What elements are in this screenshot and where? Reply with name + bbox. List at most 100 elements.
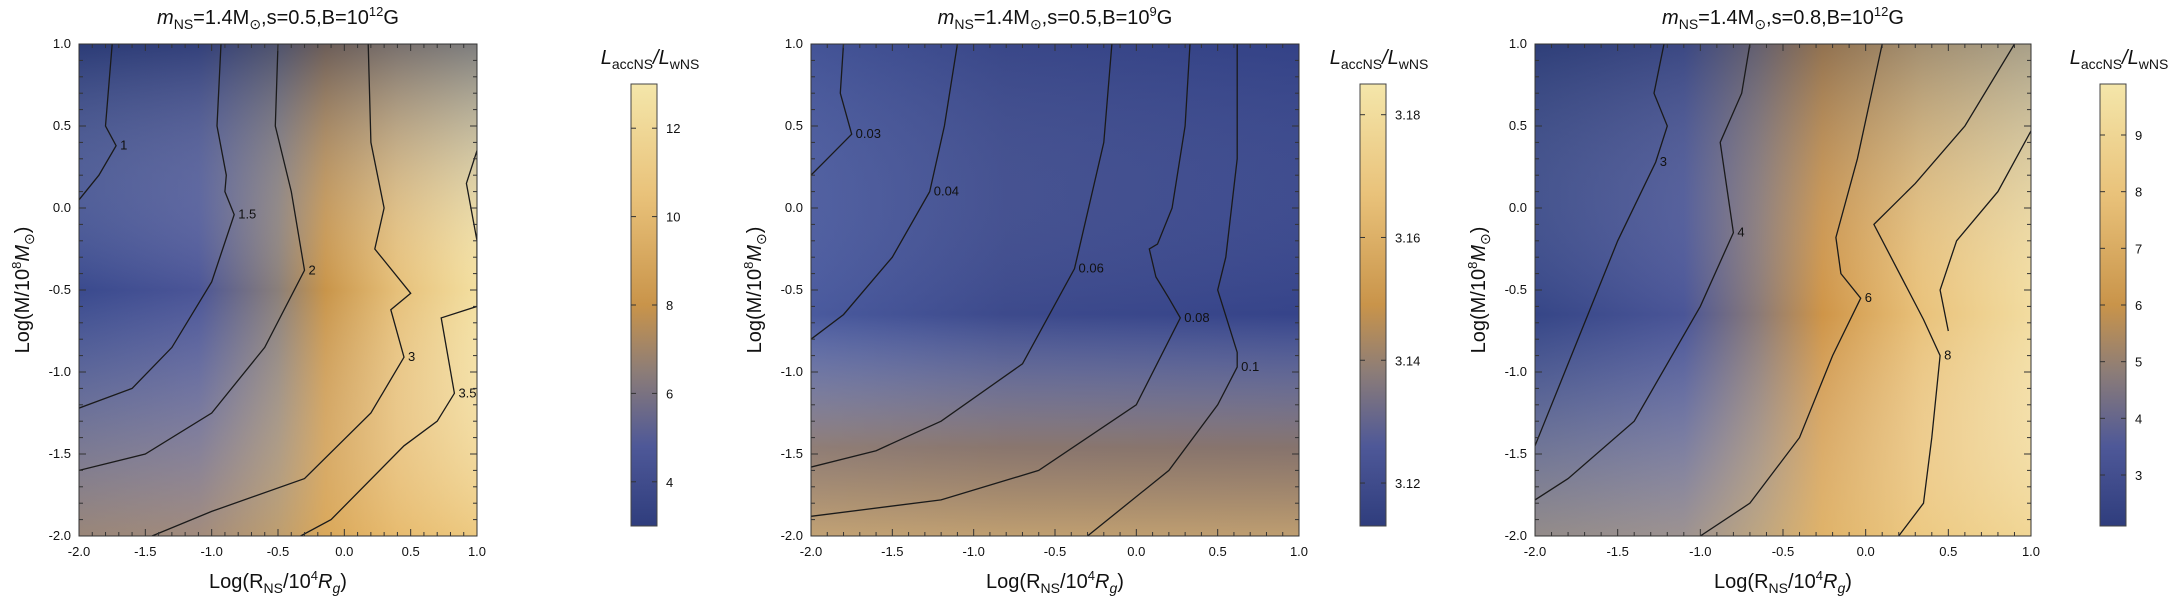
colorbar-tick-label: 8 xyxy=(2135,185,2142,200)
colorbar-tick-label: 3.12 xyxy=(1395,476,1420,491)
colorbar: 4 6 8 10 12 LaccNS/LwNS xyxy=(601,47,700,527)
contour-line xyxy=(811,44,853,176)
contour-label: 1.5 xyxy=(238,207,256,222)
y-tick-label: 0.0 xyxy=(785,200,803,215)
y-tick-label: 0.5 xyxy=(53,118,71,133)
contour-line xyxy=(1699,44,1883,536)
y-axis-label: Log(M/108M⊙) xyxy=(1465,227,1493,354)
colorbar-tick-label: 10 xyxy=(666,210,680,225)
x-tick-label: -2.0 xyxy=(68,544,90,559)
contour-line xyxy=(300,150,477,536)
chart-title: mNS=1.4M⊙,s=0.5,B=1012G xyxy=(157,4,399,32)
x-tick-label: -1.0 xyxy=(1689,544,1711,559)
x-axis-label: Log(RNS/104Rg) xyxy=(1714,568,1852,596)
contour-label: 0.04 xyxy=(934,184,959,199)
contour-label: 8 xyxy=(1944,348,1951,363)
colorbar-tick-label: 3.16 xyxy=(1395,230,1420,245)
panel-2: 0.03 0.04 0.06 0.08 0.1 -2.0 -1.5 -1.0 -0.5 0.0 0.… xyxy=(741,4,1428,596)
x-tick-label: 0.5 xyxy=(1939,544,1957,559)
contour-line xyxy=(1535,44,1668,447)
y-axis-label: Log(M/108M⊙) xyxy=(741,227,769,354)
colorbar-tick-label: 4 xyxy=(2135,411,2142,426)
x-tick-label: -1.5 xyxy=(1606,544,1628,559)
x-tick-label: -0.5 xyxy=(267,544,289,559)
colorbar-gradient xyxy=(1359,83,1387,527)
contour-line xyxy=(1535,44,1751,501)
x-tick-label: 0.0 xyxy=(335,544,353,559)
x-tick-label: 0.0 xyxy=(1857,544,1875,559)
x-tick-label: -0.5 xyxy=(1044,544,1066,559)
colorbar-tick-label: 4 xyxy=(666,475,673,490)
y-axis-label: Log(M/108M⊙) xyxy=(9,227,37,354)
contour-line xyxy=(79,44,235,409)
chart-title: mNS=1.4M⊙,s=0.8,B=1012G xyxy=(1662,4,1904,32)
heatmap-shading xyxy=(79,44,477,536)
colorbar-tick-label: 8 xyxy=(666,298,673,313)
x-tick-label: 0.5 xyxy=(402,544,420,559)
contour-label: 4 xyxy=(1737,225,1744,240)
y-tick-label: -0.5 xyxy=(1505,282,1527,297)
heatmap-shading xyxy=(811,44,1299,536)
colorbar-tick-label: 3.18 xyxy=(1395,108,1420,123)
colorbar-label: LaccNS/LwNS xyxy=(2070,47,2169,72)
y-tick-label: -0.5 xyxy=(781,282,803,297)
contour-line xyxy=(1939,130,2031,332)
colorbar: 3 4 5 6 7 8 9 LaccNS/LwNS xyxy=(2070,47,2169,527)
contour-label: 2 xyxy=(309,262,316,277)
contour-line xyxy=(151,44,412,536)
colorbar-label: LaccNS/LwNS xyxy=(1330,47,1429,72)
colorbar-tick-label: 9 xyxy=(2135,128,2142,143)
x-tick-label: -1.0 xyxy=(962,544,984,559)
x-tick-label: 1.0 xyxy=(2022,544,2040,559)
panel-3: 3 4 6 8 -2.0 -1.5 -1.0 -0.5 0.0 0.5 1.0 1.0 0.5 0.0 -0… xyxy=(1465,4,2168,596)
y-tick-label: 1.0 xyxy=(53,36,71,51)
y-tick-label: 1.0 xyxy=(1509,36,1527,51)
x-tick-label: -0.5 xyxy=(1772,544,1794,559)
contour-group xyxy=(79,44,477,536)
x-tick-label: -1.0 xyxy=(200,544,222,559)
x-tick-label: -2.0 xyxy=(800,544,822,559)
colorbar-label: LaccNS/LwNS xyxy=(601,47,700,72)
x-tick-label: -2.0 xyxy=(1524,544,1546,559)
contour-label: 3.5 xyxy=(458,385,476,400)
contour-label: 1 xyxy=(120,138,127,153)
colorbar-tick-label: 6 xyxy=(666,386,673,401)
contour-label: 3 xyxy=(408,349,415,364)
x-tick-label: 1.0 xyxy=(1290,544,1308,559)
contour-line xyxy=(811,44,959,340)
y-tick-label: -2.0 xyxy=(1505,528,1527,543)
chart-title: mNS=1.4M⊙,s=0.5,B=109G xyxy=(938,4,1173,32)
y-tick-label: 0.0 xyxy=(53,200,71,215)
y-tick-label: -1.5 xyxy=(1505,446,1527,461)
y-tick-label: 0.5 xyxy=(1509,118,1527,133)
y-tick-label: 1.0 xyxy=(785,36,803,51)
contour-group xyxy=(811,44,1238,536)
y-tick-label: -1.0 xyxy=(781,364,803,379)
x-tick-label: -1.5 xyxy=(134,544,156,559)
contour-line xyxy=(79,44,117,201)
y-tick-label: -1.5 xyxy=(49,446,71,461)
y-tick-label: -0.5 xyxy=(49,282,71,297)
contour-line xyxy=(79,44,306,472)
x-tick-label: 0.0 xyxy=(1127,544,1145,559)
y-tick-label: -2.0 xyxy=(49,528,71,543)
contour-label: 0.03 xyxy=(856,126,881,141)
y-tick-label: 0.0 xyxy=(1509,200,1527,215)
y-tick-label: -1.5 xyxy=(781,446,803,461)
colorbar-tick-label: 3.14 xyxy=(1395,353,1420,368)
colorbar-tick-label: 5 xyxy=(2135,355,2142,370)
contour-line xyxy=(1873,44,2016,536)
x-axis-label: Log(RNS/104Rg) xyxy=(986,568,1124,596)
y-tick-label: -1.0 xyxy=(49,364,71,379)
contour-label: 0.06 xyxy=(1079,261,1104,276)
panel-1: 1 1.5 2 3 3.5 -2.0 -1.5 -1.0 -0.5 0.0 0.5 1.0 1.0 0.5… xyxy=(9,4,699,596)
colorbar-tick-label: 7 xyxy=(2135,241,2142,256)
colorbar: 3.12 3.14 3.16 3.18 LaccNS/LwNS xyxy=(1330,47,1429,527)
y-tick-label: 0.5 xyxy=(785,118,803,133)
x-axis-label: Log(RNS/104Rg) xyxy=(209,568,347,596)
contour-group xyxy=(1535,44,2031,536)
contour-label: 3 xyxy=(1660,154,1667,169)
contour-label: 6 xyxy=(1865,290,1872,305)
x-tick-label: 1.0 xyxy=(468,544,486,559)
